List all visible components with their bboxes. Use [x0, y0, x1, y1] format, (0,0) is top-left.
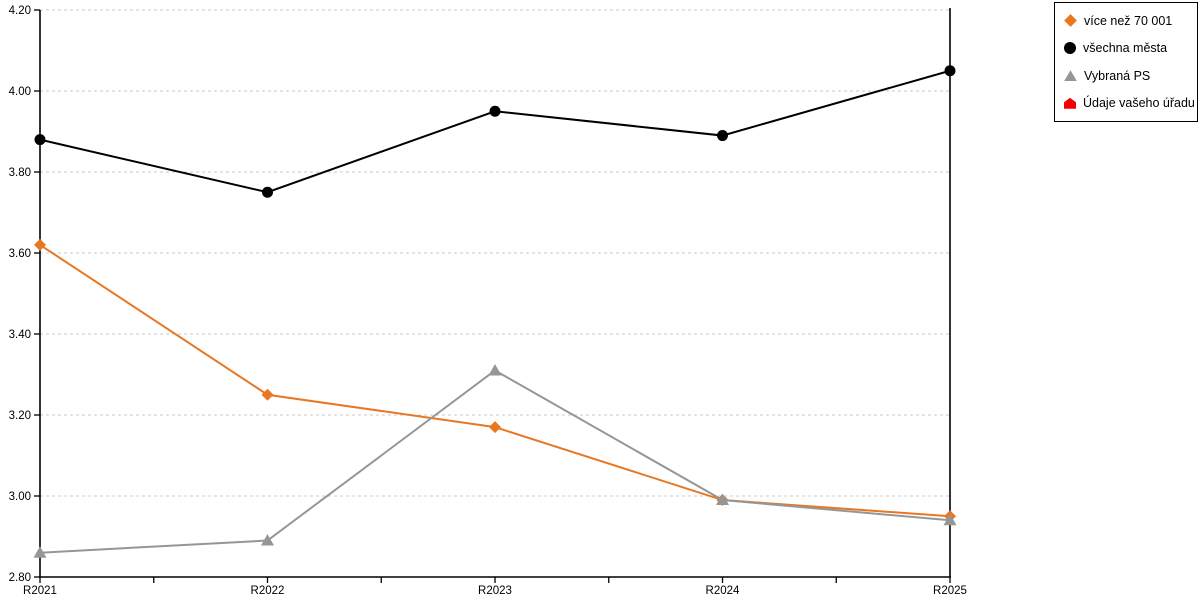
circle-marker — [262, 186, 273, 198]
triangle-marker-icon — [1064, 70, 1077, 82]
legend-label: více než 70 001 — [1084, 13, 1173, 28]
legend-label: všechna města — [1083, 41, 1168, 55]
circle-marker-icon — [1064, 42, 1076, 55]
triangle-marker — [488, 363, 502, 376]
legend-label: Vybraná PS — [1084, 68, 1151, 83]
x-tick-label: R2024 — [706, 585, 740, 597]
legend-item-udaje-vaseho-uradu: Údaje vašeho úřadu — [1064, 97, 1197, 110]
y-tick-label: 3.60 — [9, 248, 31, 260]
y-tick-label: 3.00 — [9, 491, 31, 503]
triangle-marker — [33, 546, 47, 558]
diamond-marker — [261, 388, 274, 401]
series-line-circle — [39, 69, 951, 194]
y-tick-label: 4.20 — [9, 5, 31, 17]
series-line-triangle — [39, 369, 951, 554]
series-line-diamond — [39, 244, 951, 518]
legend-item-vsechna-mesta: všechna města — [1064, 42, 1197, 55]
y-tick-label: 3.80 — [9, 167, 31, 179]
x-tick-label: R2023 — [478, 585, 512, 597]
circle-marker — [944, 65, 956, 77]
house-marker-icon — [1064, 97, 1076, 109]
diamond-marker — [489, 421, 501, 434]
legend-item-vice-nez-70001: více než 70 001 — [1064, 13, 1197, 28]
diamond-marker — [34, 238, 46, 251]
legend-label: Údaje vašeho úřadu — [1083, 96, 1195, 110]
triangle-marker — [943, 513, 957, 526]
x-tick-label: R2021 — [23, 585, 57, 597]
triangle-marker — [261, 534, 274, 546]
legend-item-vybrana-ps: Vybraná PS — [1064, 68, 1197, 83]
x-tick-label: R2025 — [933, 585, 967, 597]
y-tick-label: 3.40 — [9, 329, 31, 341]
x-tick-label: R2022 — [251, 585, 285, 597]
triangle-marker — [716, 493, 729, 506]
y-tick-label: 2.80 — [9, 572, 31, 584]
legend: více než 70 001 všechna města Vybraná PS… — [1054, 2, 1198, 122]
circle-marker — [489, 105, 501, 117]
diamond-marker-icon — [1064, 14, 1077, 28]
circle-marker — [34, 134, 46, 146]
y-tick-label: 4.00 — [9, 86, 31, 98]
circle-marker — [717, 130, 728, 142]
y-tick-label: 3.20 — [9, 410, 31, 422]
